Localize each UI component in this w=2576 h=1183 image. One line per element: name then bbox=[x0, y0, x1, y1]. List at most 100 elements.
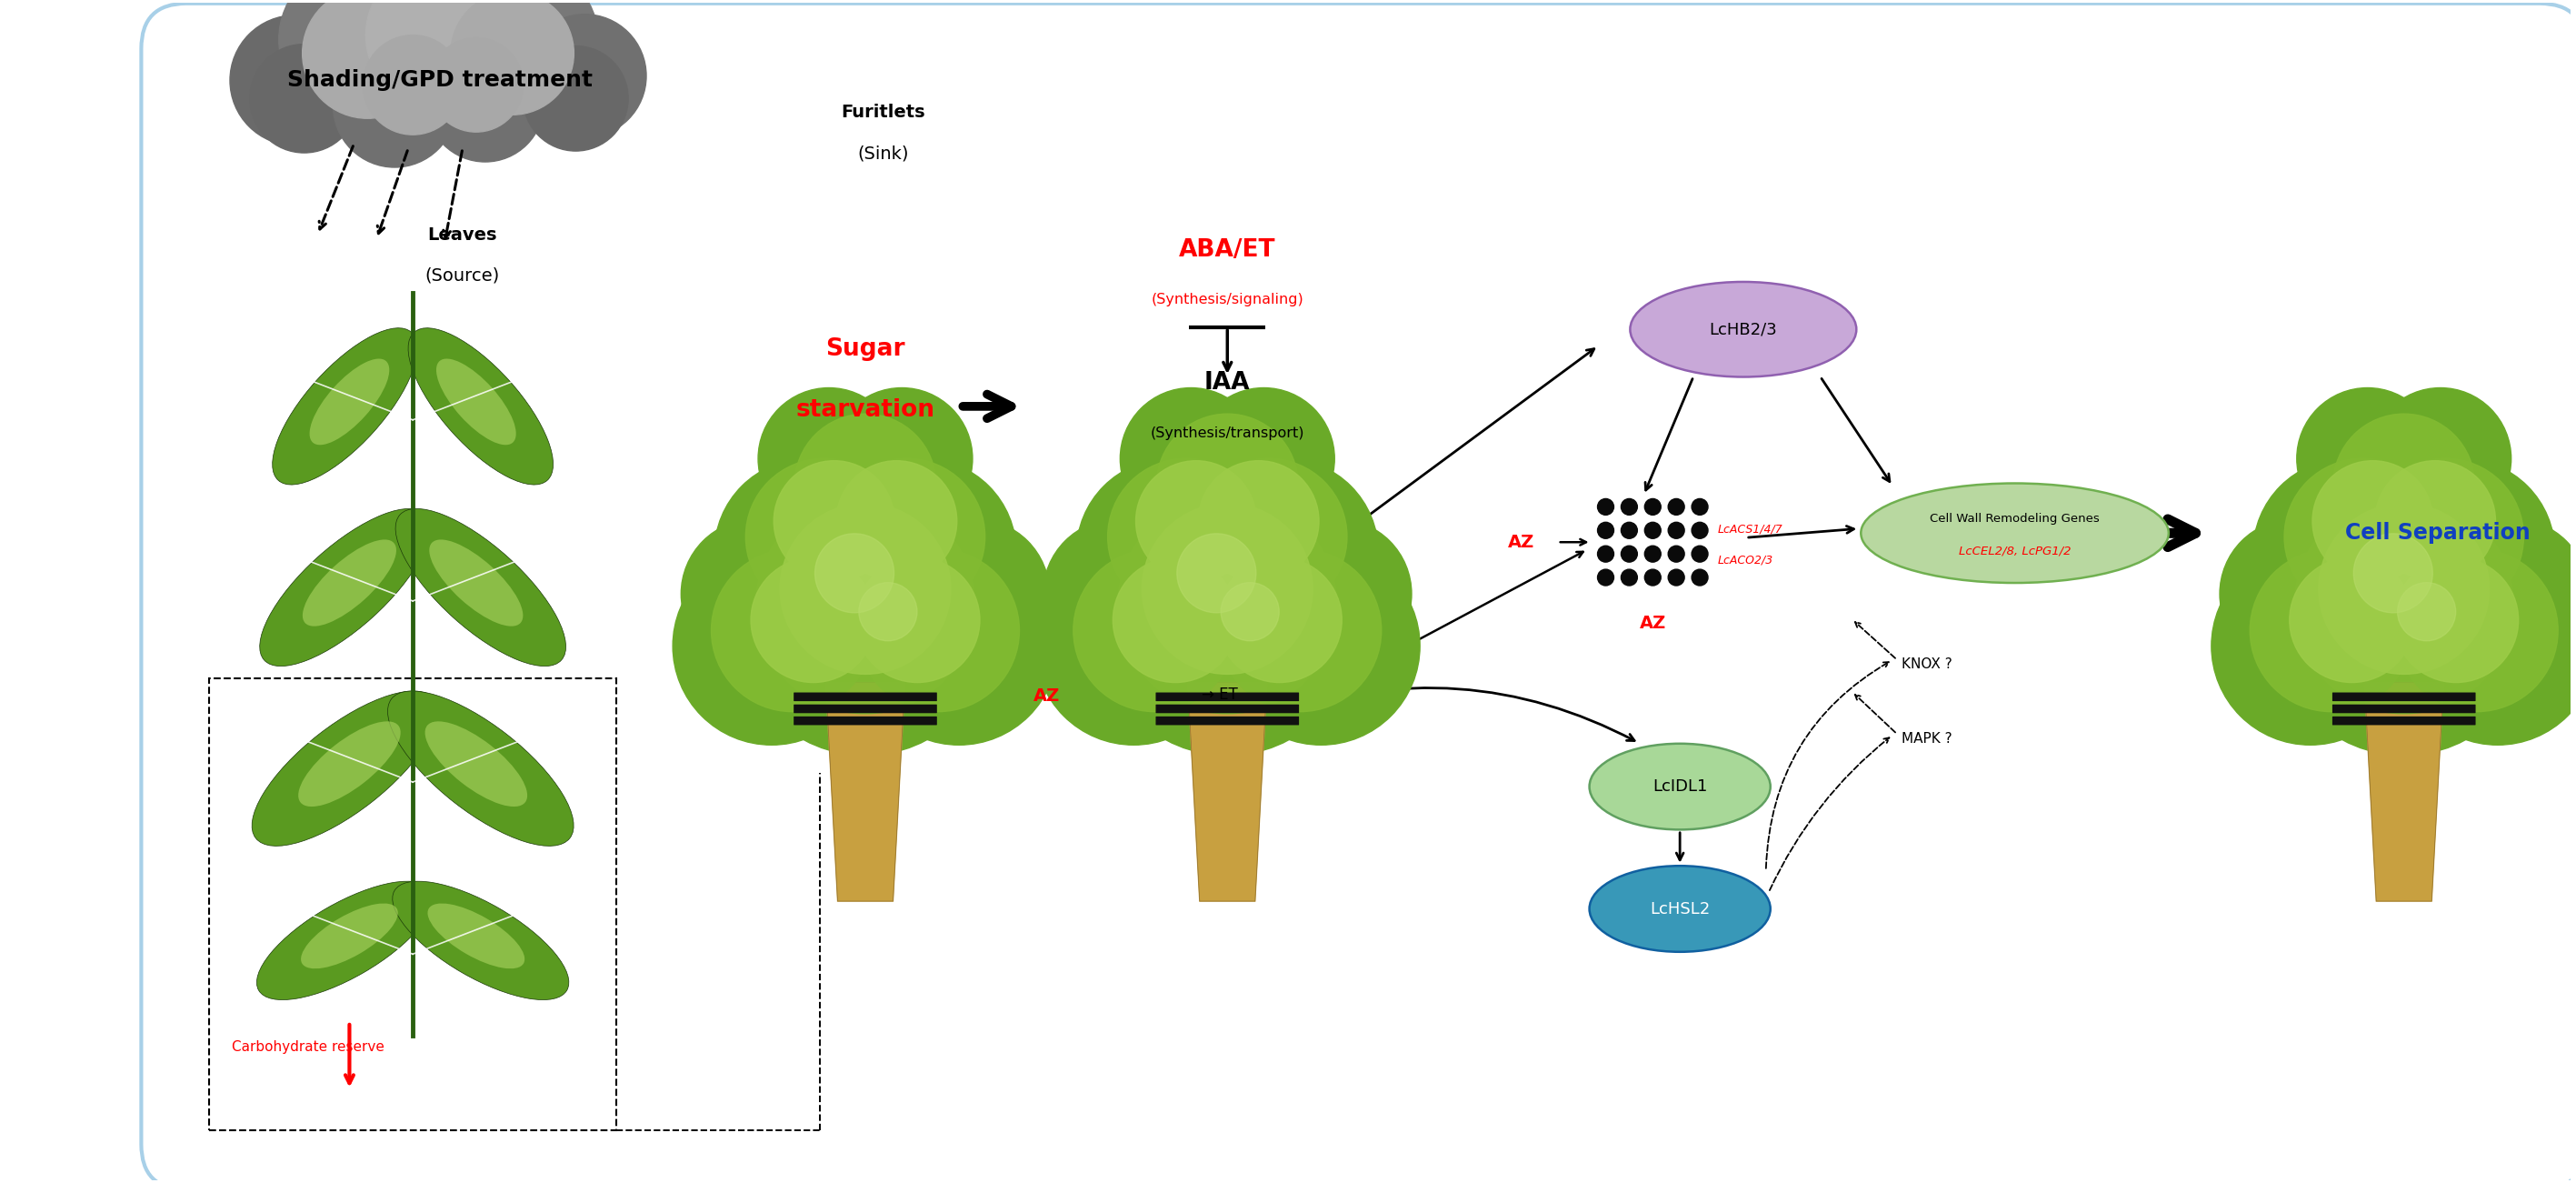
Circle shape bbox=[1692, 499, 1708, 515]
Circle shape bbox=[2316, 412, 2494, 589]
Text: → ET: → ET bbox=[1203, 686, 1239, 703]
FancyBboxPatch shape bbox=[793, 704, 938, 713]
Text: LcHB2/3: LcHB2/3 bbox=[1710, 322, 1777, 337]
Circle shape bbox=[1643, 499, 1662, 515]
Text: (Synthesis/transport): (Synthesis/transport) bbox=[1151, 426, 1303, 440]
FancyBboxPatch shape bbox=[2331, 704, 2476, 713]
FancyBboxPatch shape bbox=[2331, 717, 2476, 725]
Circle shape bbox=[1620, 522, 1638, 538]
FancyBboxPatch shape bbox=[142, 4, 2576, 1183]
Text: LcHSL2: LcHSL2 bbox=[1649, 900, 1710, 917]
FancyBboxPatch shape bbox=[793, 717, 938, 725]
Circle shape bbox=[711, 549, 873, 712]
Circle shape bbox=[2370, 388, 2512, 530]
Ellipse shape bbox=[397, 509, 567, 666]
Circle shape bbox=[2249, 549, 2411, 712]
FancyBboxPatch shape bbox=[1157, 717, 1298, 725]
Circle shape bbox=[2298, 388, 2439, 530]
Circle shape bbox=[1643, 522, 1662, 538]
FancyBboxPatch shape bbox=[1157, 704, 1298, 713]
Circle shape bbox=[2375, 460, 2496, 582]
Ellipse shape bbox=[273, 328, 417, 485]
Ellipse shape bbox=[386, 691, 574, 846]
Ellipse shape bbox=[299, 722, 402, 807]
Text: starvation: starvation bbox=[796, 399, 935, 421]
Circle shape bbox=[858, 582, 917, 641]
FancyBboxPatch shape bbox=[1157, 692, 1298, 702]
Circle shape bbox=[1193, 388, 1334, 530]
Circle shape bbox=[855, 557, 979, 683]
Circle shape bbox=[734, 494, 994, 756]
Circle shape bbox=[1198, 460, 1319, 582]
Circle shape bbox=[860, 547, 1059, 745]
Circle shape bbox=[1597, 522, 1613, 538]
Circle shape bbox=[1597, 545, 1613, 562]
Circle shape bbox=[1620, 569, 1638, 586]
Circle shape bbox=[858, 549, 1020, 712]
Circle shape bbox=[2439, 519, 2576, 668]
Text: Leaves: Leaves bbox=[428, 226, 497, 244]
Ellipse shape bbox=[309, 358, 389, 445]
Circle shape bbox=[1118, 494, 1337, 713]
Text: Sugar: Sugar bbox=[824, 337, 904, 361]
Circle shape bbox=[2295, 494, 2514, 713]
Circle shape bbox=[1221, 547, 1419, 745]
Ellipse shape bbox=[407, 328, 554, 485]
Circle shape bbox=[1218, 549, 1381, 712]
Polygon shape bbox=[1188, 683, 1267, 901]
Text: AZ: AZ bbox=[1033, 687, 1059, 705]
Circle shape bbox=[523, 46, 629, 151]
Circle shape bbox=[2290, 557, 2414, 683]
Circle shape bbox=[1620, 545, 1638, 562]
Circle shape bbox=[1643, 545, 1662, 562]
Circle shape bbox=[1043, 519, 1193, 668]
Circle shape bbox=[672, 547, 871, 745]
Circle shape bbox=[1669, 545, 1685, 562]
Circle shape bbox=[1216, 557, 1342, 683]
Ellipse shape bbox=[1589, 744, 1770, 829]
Text: Cell Separation: Cell Separation bbox=[2347, 522, 2530, 544]
Circle shape bbox=[2254, 459, 2439, 646]
Text: MAPK ?: MAPK ? bbox=[1901, 732, 1953, 745]
Ellipse shape bbox=[301, 539, 397, 626]
Circle shape bbox=[755, 494, 974, 713]
Circle shape bbox=[2334, 414, 2476, 556]
Circle shape bbox=[778, 412, 953, 589]
Circle shape bbox=[1692, 522, 1708, 538]
Circle shape bbox=[428, 44, 544, 162]
Circle shape bbox=[1157, 414, 1298, 556]
Circle shape bbox=[773, 460, 894, 582]
Text: (Sink): (Sink) bbox=[858, 144, 909, 162]
Circle shape bbox=[2398, 582, 2455, 641]
Circle shape bbox=[899, 519, 1048, 668]
Ellipse shape bbox=[392, 881, 569, 1000]
Circle shape bbox=[1669, 569, 1685, 586]
Circle shape bbox=[1077, 459, 1265, 646]
Circle shape bbox=[451, 0, 574, 115]
Circle shape bbox=[2354, 534, 2432, 613]
Circle shape bbox=[1669, 499, 1685, 515]
Circle shape bbox=[301, 0, 433, 118]
FancyBboxPatch shape bbox=[793, 692, 938, 702]
Circle shape bbox=[814, 534, 894, 613]
Text: AZ: AZ bbox=[1507, 534, 1535, 551]
Circle shape bbox=[2275, 494, 2535, 756]
Circle shape bbox=[680, 519, 832, 668]
Circle shape bbox=[1074, 549, 1236, 712]
Ellipse shape bbox=[425, 722, 528, 807]
Circle shape bbox=[1597, 569, 1613, 586]
Circle shape bbox=[1141, 504, 1314, 674]
Circle shape bbox=[2398, 547, 2576, 745]
Ellipse shape bbox=[258, 881, 433, 1000]
Circle shape bbox=[1139, 412, 1316, 589]
Circle shape bbox=[1692, 569, 1708, 586]
Text: IAA: IAA bbox=[1206, 371, 1249, 395]
Ellipse shape bbox=[260, 509, 430, 666]
Circle shape bbox=[363, 35, 464, 135]
Text: (Source): (Source) bbox=[425, 267, 500, 284]
Circle shape bbox=[229, 15, 361, 146]
Ellipse shape bbox=[1860, 484, 2169, 583]
Circle shape bbox=[781, 504, 951, 674]
Ellipse shape bbox=[252, 691, 438, 846]
Circle shape bbox=[1669, 522, 1685, 538]
